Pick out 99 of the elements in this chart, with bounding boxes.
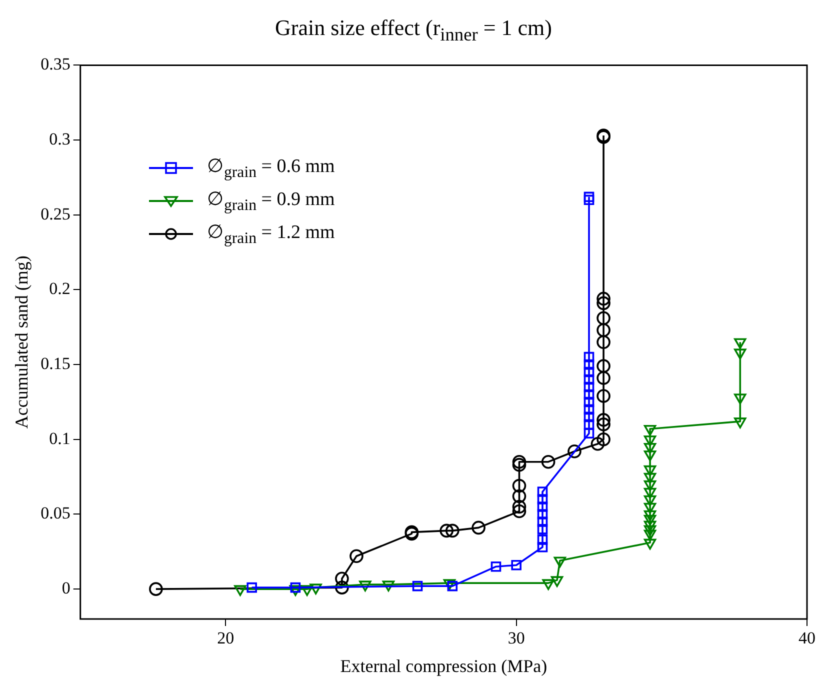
y-tick-label: 0.05 bbox=[40, 504, 70, 523]
point bbox=[596, 371, 610, 385]
point bbox=[537, 516, 548, 527]
point bbox=[335, 572, 349, 586]
point bbox=[568, 444, 582, 458]
point bbox=[644, 495, 656, 506]
point bbox=[644, 472, 656, 484]
point bbox=[234, 585, 246, 596]
legend-label: ∅$_{grain}$ = 1.2 mm bbox=[207, 220, 335, 248]
x-tick-label: 30 bbox=[508, 628, 525, 648]
point bbox=[447, 580, 458, 592]
point bbox=[596, 389, 610, 403]
point bbox=[584, 396, 594, 408]
point bbox=[644, 480, 656, 492]
point bbox=[537, 486, 548, 497]
point bbox=[440, 524, 454, 538]
point bbox=[584, 374, 594, 385]
point bbox=[382, 580, 395, 592]
point bbox=[734, 338, 746, 349]
point bbox=[512, 489, 526, 504]
point bbox=[512, 500, 526, 514]
point bbox=[644, 425, 656, 436]
y-tick-label: 0.15 bbox=[40, 354, 70, 374]
x-tick-label: 40 bbox=[798, 628, 816, 648]
point bbox=[289, 585, 302, 596]
point bbox=[644, 488, 656, 499]
point bbox=[542, 579, 554, 590]
legend-label: ∅$_{grain}$ = 0.6 mm bbox=[207, 154, 335, 182]
point bbox=[537, 494, 548, 504]
point bbox=[335, 580, 349, 594]
point bbox=[644, 538, 656, 550]
y-tick-label: 0 bbox=[62, 578, 70, 598]
point bbox=[644, 502, 656, 514]
point bbox=[412, 580, 423, 592]
point bbox=[537, 524, 548, 534]
x-tick-label: 20 bbox=[217, 628, 234, 648]
point bbox=[512, 478, 526, 493]
point bbox=[596, 323, 610, 338]
point bbox=[537, 542, 548, 552]
point bbox=[734, 418, 746, 428]
point bbox=[596, 413, 610, 427]
legend-label: ∅$_{grain}$ = 0.9 mm bbox=[207, 188, 335, 214]
y-tick-label: 0.3 bbox=[49, 130, 70, 149]
point bbox=[584, 194, 594, 206]
y-tick-label: 0.2 bbox=[49, 279, 70, 298]
point bbox=[584, 389, 594, 400]
point bbox=[596, 432, 610, 446]
point bbox=[596, 296, 610, 310]
point bbox=[584, 366, 594, 378]
point bbox=[512, 504, 526, 518]
point bbox=[512, 454, 526, 469]
point bbox=[359, 580, 372, 592]
point bbox=[644, 510, 656, 522]
point bbox=[537, 534, 548, 545]
point bbox=[584, 412, 594, 422]
point bbox=[584, 382, 594, 392]
point bbox=[290, 582, 301, 593]
point bbox=[644, 525, 656, 536]
y-axis-title: Accumulated sand (mg) bbox=[12, 256, 32, 429]
point bbox=[550, 576, 564, 587]
x-axis-title: External compression (MPa) bbox=[340, 656, 548, 676]
chart-title: Grain size effect (r$_{inner}$ = 1 cm) bbox=[274, 14, 553, 46]
point bbox=[554, 556, 566, 568]
point bbox=[584, 359, 594, 370]
point bbox=[644, 442, 656, 454]
point bbox=[644, 450, 656, 462]
point bbox=[596, 335, 610, 349]
point bbox=[541, 454, 556, 469]
point bbox=[734, 348, 746, 360]
point bbox=[584, 352, 594, 362]
point bbox=[644, 435, 656, 446]
point bbox=[596, 292, 610, 306]
y-tick-label: 0.1 bbox=[49, 428, 70, 448]
point bbox=[149, 582, 163, 596]
point bbox=[537, 509, 548, 520]
point bbox=[596, 418, 610, 432]
point bbox=[246, 582, 257, 593]
y-tick-label: 0.25 bbox=[40, 204, 70, 224]
point bbox=[472, 520, 486, 535]
point bbox=[584, 192, 594, 202]
point bbox=[445, 524, 460, 538]
point bbox=[537, 502, 548, 512]
point bbox=[584, 404, 594, 415]
point bbox=[490, 561, 502, 572]
point bbox=[584, 419, 594, 430]
point bbox=[584, 428, 594, 439]
point bbox=[734, 394, 746, 404]
point bbox=[443, 579, 456, 590]
point bbox=[596, 359, 610, 373]
point bbox=[511, 560, 522, 570]
y-tick-label: 0.35 bbox=[40, 54, 70, 74]
point bbox=[350, 549, 364, 564]
point bbox=[596, 311, 610, 326]
point bbox=[310, 584, 322, 594]
point bbox=[644, 514, 656, 526]
point bbox=[300, 585, 314, 596]
point bbox=[644, 465, 656, 476]
point bbox=[590, 436, 605, 451]
point bbox=[512, 458, 526, 472]
